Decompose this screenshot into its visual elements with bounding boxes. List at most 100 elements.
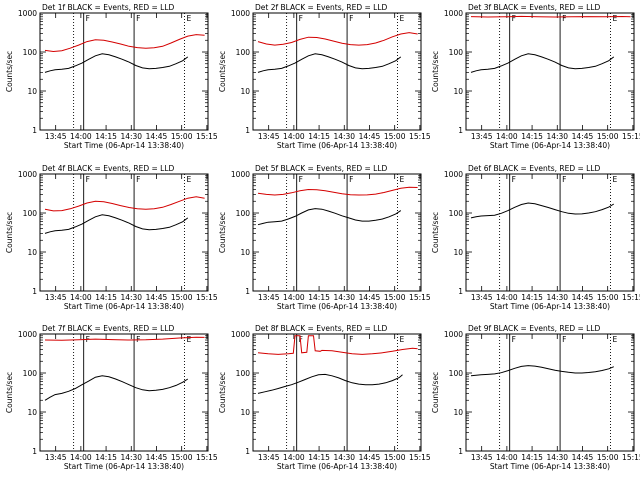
x-axis-label: Start Time (06-Apr-14 13:38:40): [277, 302, 397, 311]
y-tick-label: 1: [458, 447, 463, 456]
plot-frame: [39, 333, 209, 452]
y-tick-label: 100: [449, 48, 464, 57]
flag-label: F: [86, 14, 90, 23]
x-tick-label: 13:45: [471, 132, 493, 141]
x-tick-label: 14:30: [333, 453, 355, 462]
flag-label: E: [186, 335, 191, 344]
plot-frame: [39, 12, 209, 131]
flag-label: F: [136, 14, 140, 23]
flag-label: F: [512, 335, 516, 344]
flag-label: F: [512, 14, 516, 23]
panel-title: Det 9f BLACK = Events, RED = LLD: [468, 324, 601, 333]
y-tick-label: 1: [245, 287, 250, 296]
series-line-red-lld: [470, 15, 631, 18]
x-tick-label: 15:00: [384, 132, 406, 141]
plot-frame: [465, 173, 635, 292]
x-tick-label: 14:45: [359, 293, 381, 302]
flag-label: E: [612, 335, 617, 344]
series-line-black-events: [470, 53, 615, 73]
y-tick-label: 10: [240, 248, 250, 257]
x-tick-label: 15:00: [597, 453, 619, 462]
x-tick-label: 14:00: [283, 453, 305, 462]
y-tick-label: 10: [453, 87, 463, 96]
x-tick-label: 13:45: [258, 293, 280, 302]
y-tick-label: 1: [245, 126, 250, 135]
x-tick-label: 14:45: [146, 453, 168, 462]
y-tick-label: 100: [449, 209, 464, 218]
flag-label: E: [612, 14, 617, 23]
x-tick-label: 13:45: [45, 132, 67, 141]
series-line-black-events: [257, 208, 402, 226]
flag-label: F: [299, 175, 303, 184]
series-line-red-lld: [44, 196, 205, 212]
flag-label: F: [562, 14, 566, 23]
x-axis-label: Start Time (06-Apr-14 13:38:40): [277, 141, 397, 150]
x-tick-label: 14:30: [546, 293, 568, 302]
x-tick-label: 14:30: [333, 132, 355, 141]
x-tick-label: 13:45: [471, 453, 493, 462]
flag-label: F: [136, 175, 140, 184]
y-tick-label: 1: [245, 447, 250, 456]
panel-det-6: Det 6f BLACK = Events, RED = LLD 1 10 100 10…: [431, 164, 640, 311]
x-tick-label: 14:15: [521, 293, 543, 302]
x-tick-label: 14:00: [283, 293, 305, 302]
series-line-black-events: [44, 375, 189, 401]
panel-det-9: Det 9f BLACK = Events, RED = LLD 1 10 100 10…: [431, 324, 640, 471]
panel-det-2: Det 2f BLACK = Events, RED = LLD 1 10 100 10…: [218, 3, 431, 150]
x-tick-label: 14:15: [521, 132, 543, 141]
x-tick-label: 15:15: [196, 453, 218, 462]
panel-det-1: Det 1f BLACK = Events, RED = LLD 1 10 100 10…: [5, 3, 218, 150]
y-tick-label: 1000: [231, 330, 250, 339]
panel-title: Det 2f BLACK = Events, RED = LLD: [255, 3, 388, 12]
y-tick-label: 1000: [444, 9, 463, 18]
x-tick-label: 15:00: [384, 453, 406, 462]
x-tick-label: 14:30: [546, 132, 568, 141]
x-tick-label: 14:00: [70, 293, 92, 302]
x-tick-label: 14:15: [308, 453, 330, 462]
panel-det-5: Det 5f BLACK = Events, RED = LLD 1 10 100 10…: [218, 164, 431, 311]
x-tick-label: 14:30: [120, 132, 142, 141]
x-tick-label: 14:15: [308, 293, 330, 302]
flag-label: F: [349, 175, 353, 184]
panel-title: Det 8f BLACK = Events, RED = LLD: [255, 324, 388, 333]
x-tick-label: 14:30: [546, 453, 568, 462]
plot-frame: [39, 173, 209, 292]
y-tick-label: 1: [458, 287, 463, 296]
series-line-red-lld: [44, 336, 205, 341]
x-tick-label: 15:15: [409, 453, 431, 462]
x-tick-label: 14:45: [572, 132, 594, 141]
x-tick-label: 14:15: [95, 453, 117, 462]
x-tick-label: 13:45: [45, 293, 67, 302]
series-line-black-events: [257, 53, 402, 73]
flag-label: E: [186, 175, 191, 184]
panel-det-3: Det 3f BLACK = Events, RED = LLD 1 10 100 10…: [431, 3, 640, 150]
flag-label: F: [562, 335, 566, 344]
y-tick-label: 1000: [444, 330, 463, 339]
x-tick-label: 15:15: [409, 132, 431, 141]
y-tick-label: 1000: [231, 9, 250, 18]
flag-label: E: [399, 175, 404, 184]
y-tick-label: 100: [236, 369, 251, 378]
flag-label: E: [186, 14, 191, 23]
y-tick-label: 10: [240, 408, 250, 417]
y-axis-label: Counts/sec: [431, 372, 440, 413]
x-tick-label: 15:15: [196, 293, 218, 302]
panel-det-4: Det 4f BLACK = Events, RED = LLD 1 10 100 10…: [5, 164, 218, 311]
panel-title: Det 5f BLACK = Events, RED = LLD: [255, 164, 388, 173]
y-tick-label: 10: [240, 87, 250, 96]
y-tick-label: 1: [458, 126, 463, 135]
y-tick-label: 100: [23, 209, 38, 218]
x-tick-label: 14:00: [283, 132, 305, 141]
x-tick-label: 15:15: [409, 293, 431, 302]
y-axis-label: Counts/sec: [431, 212, 440, 253]
y-tick-label: 100: [449, 369, 464, 378]
x-axis-label: Start Time (06-Apr-14 13:38:40): [490, 302, 610, 311]
flag-label: E: [399, 335, 404, 344]
y-axis-label: Counts/sec: [431, 51, 440, 92]
flag-label: F: [86, 175, 90, 184]
flag-label: E: [612, 175, 617, 184]
x-tick-label: 14:45: [572, 293, 594, 302]
panel-det-8: Det 8f BLACK = Events, RED = LLD 1 10 100 10…: [218, 324, 431, 471]
series-line-black-events: [44, 214, 189, 234]
y-tick-label: 1000: [231, 170, 250, 179]
